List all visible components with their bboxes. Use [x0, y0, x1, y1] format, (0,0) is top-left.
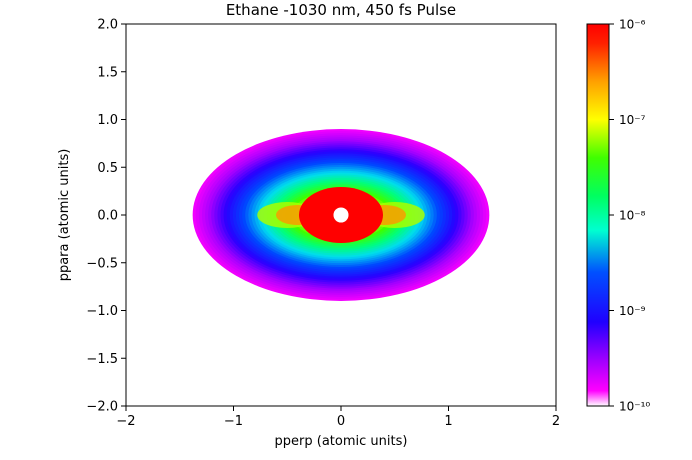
x-axis: −2 −1 0 1 2	[116, 406, 560, 429]
x-axis-label: pperp (atomic units)	[275, 434, 408, 449]
center-hole	[333, 207, 349, 223]
y-axis: −2.0 −1.5 −1.0 −0.5 0.0 0.5 1.0 1.5 2.0	[86, 18, 126, 415]
y-tick-label: 1.5	[97, 65, 118, 80]
y-tick-label: −1.0	[86, 304, 118, 319]
y-tick-label: 1.0	[97, 113, 118, 128]
colorbar-tick-label: 10⁻¹⁰	[619, 400, 650, 414]
heatmap-distribution	[192, 129, 490, 301]
y-tick-label: 0.5	[97, 161, 118, 176]
y-tick-label: 2.0	[97, 18, 118, 33]
y-tick-label: 0.0	[97, 209, 118, 224]
colorbar	[586, 23, 610, 407]
chart-title: Ethane -1030 nm, 450 fs Pulse	[226, 1, 456, 19]
x-tick-label: −1	[224, 414, 243, 429]
y-tick-label: −0.5	[86, 256, 118, 271]
x-tick-label: 1	[444, 414, 452, 429]
colorbar-tick-label: 10⁻⁷	[619, 113, 646, 127]
colorbar-axis: 10⁻¹⁰ 10⁻⁹ 10⁻⁸ 10⁻⁷ 10⁻⁶	[609, 18, 650, 414]
colorbar-tick-label: 10⁻⁸	[619, 209, 646, 223]
y-axis-label: ppara (atomic units)	[57, 149, 72, 282]
x-tick-label: 0	[337, 414, 345, 429]
y-tick-label: −1.5	[86, 352, 118, 367]
x-tick-label: 2	[552, 414, 560, 429]
x-tick-label: −2	[116, 414, 135, 429]
colorbar-tick-label: 10⁻⁶	[619, 18, 646, 32]
y-tick-label: −2.0	[86, 400, 118, 415]
colorbar-tick-label: 10⁻⁹	[619, 304, 646, 318]
